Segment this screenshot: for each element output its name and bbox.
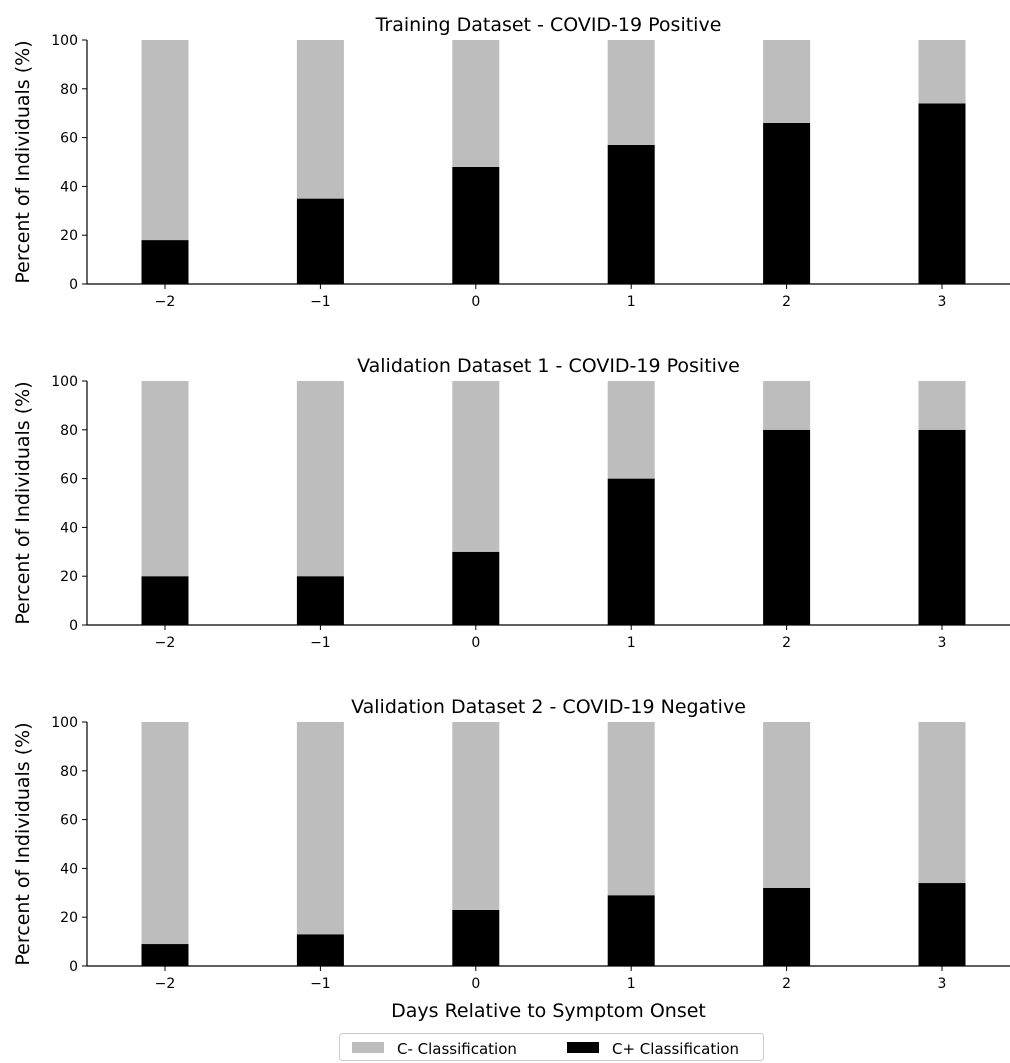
- x-tick-label: 3: [938, 635, 947, 651]
- x-tick-label: −1: [310, 294, 331, 310]
- y-tick-label: 60: [60, 472, 78, 488]
- bar-c-plus-5: [918, 883, 966, 966]
- legend: C- Classification C+ Classification: [339, 1033, 764, 1061]
- x-tick-label: 2: [782, 976, 791, 992]
- x-axis-label: Days Relative to Symptom Onset: [391, 1000, 706, 1022]
- bar-c-minus-1: [296, 40, 344, 199]
- bar-c-plus-2: [452, 166, 500, 284]
- bar-c-minus-0: [141, 40, 189, 241]
- x-tick-label: 2: [782, 294, 791, 310]
- bar-c-minus-1: [296, 722, 344, 935]
- chart-title: Training Dataset - COVID-19 Positive: [375, 14, 722, 36]
- bar-c-minus-5: [918, 40, 966, 104]
- y-tick-label: 20: [60, 910, 78, 926]
- chart-panel-3: Validation Dataset 2 - COVID-19 Negative…: [12, 696, 1010, 1022]
- bar-c-plus-3: [607, 144, 655, 284]
- bar-c-plus-0: [141, 240, 189, 284]
- chart-panel-2: Validation Dataset 1 - COVID-19 Positive…: [12, 355, 1010, 651]
- bar-c-plus-4: [763, 429, 811, 625]
- bar-c-minus-5: [918, 381, 966, 430]
- bar-c-minus-3: [607, 722, 655, 896]
- legend-label-1: C+ Classification: [612, 1040, 739, 1058]
- bar-c-minus-2: [452, 40, 500, 167]
- y-tick-label: 0: [69, 618, 78, 634]
- legend-swatch-0: [352, 1042, 384, 1053]
- y-tick-label: 60: [60, 131, 78, 147]
- chart-panel-1: Training Dataset - COVID-19 Positive0204…: [12, 14, 1010, 310]
- y-tick-label: 40: [60, 520, 78, 536]
- bar-c-minus-2: [452, 722, 500, 910]
- x-tick-label: −2: [155, 294, 176, 310]
- bar-c-plus-1: [296, 198, 344, 284]
- bar-c-plus-4: [763, 887, 811, 966]
- legend-swatch-1: [567, 1042, 599, 1053]
- y-tick-label: 100: [51, 374, 78, 390]
- y-tick-label: 100: [51, 33, 78, 49]
- y-axis-label: Percent of Individuals (%): [12, 722, 34, 965]
- x-tick-label: 0: [471, 635, 480, 651]
- legend-frame: [339, 1033, 764, 1061]
- x-tick-label: −1: [310, 635, 331, 651]
- bar-c-minus-3: [607, 40, 655, 145]
- x-tick-label: 1: [627, 294, 636, 310]
- x-tick-label: −1: [310, 976, 331, 992]
- bar-c-minus-4: [763, 381, 811, 430]
- bar-c-plus-5: [918, 429, 966, 625]
- x-tick-label: 3: [938, 976, 947, 992]
- y-tick-label: 80: [60, 82, 78, 98]
- bar-c-plus-1: [296, 576, 344, 625]
- y-tick-label: 0: [69, 277, 78, 293]
- y-tick-label: 40: [60, 861, 78, 877]
- x-tick-label: 0: [471, 976, 480, 992]
- y-tick-label: 100: [51, 715, 78, 731]
- x-tick-label: −2: [155, 976, 176, 992]
- bar-c-minus-4: [763, 40, 811, 123]
- x-tick-label: 2: [782, 635, 791, 651]
- x-tick-label: 3: [938, 294, 947, 310]
- y-tick-label: 20: [60, 569, 78, 585]
- y-axis-label: Percent of Individuals (%): [12, 40, 34, 283]
- bar-c-minus-2: [452, 381, 500, 552]
- bar-c-plus-1: [296, 934, 344, 966]
- bar-c-plus-0: [141, 576, 189, 625]
- bar-c-plus-4: [763, 122, 811, 285]
- bar-c-minus-0: [141, 722, 189, 945]
- bar-c-plus-3: [607, 478, 655, 625]
- bar-c-plus-2: [452, 909, 500, 966]
- bar-c-minus-1: [296, 381, 344, 577]
- bar-c-minus-5: [918, 722, 966, 884]
- x-tick-label: 0: [471, 294, 480, 310]
- bar-c-plus-0: [141, 944, 189, 966]
- bar-c-minus-0: [141, 381, 189, 577]
- y-tick-label: 20: [60, 228, 78, 244]
- bar-c-plus-3: [607, 895, 655, 966]
- legend-label-0: C- Classification: [397, 1040, 517, 1058]
- x-tick-label: −2: [155, 635, 176, 651]
- x-tick-label: 1: [627, 635, 636, 651]
- y-tick-label: 80: [60, 764, 78, 780]
- bar-c-minus-3: [607, 381, 655, 479]
- bar-c-minus-4: [763, 722, 811, 888]
- y-axis-label: Percent of Individuals (%): [12, 381, 34, 624]
- y-tick-label: 80: [60, 423, 78, 439]
- bar-c-plus-2: [452, 551, 500, 625]
- chart-title: Validation Dataset 1 - COVID-19 Positive: [357, 355, 740, 377]
- x-tick-label: 1: [627, 976, 636, 992]
- y-tick-label: 40: [60, 179, 78, 195]
- y-tick-label: 0: [69, 959, 78, 975]
- y-tick-label: 60: [60, 813, 78, 829]
- bar-c-plus-5: [918, 103, 966, 284]
- chart-title: Validation Dataset 2 - COVID-19 Negative: [351, 696, 746, 718]
